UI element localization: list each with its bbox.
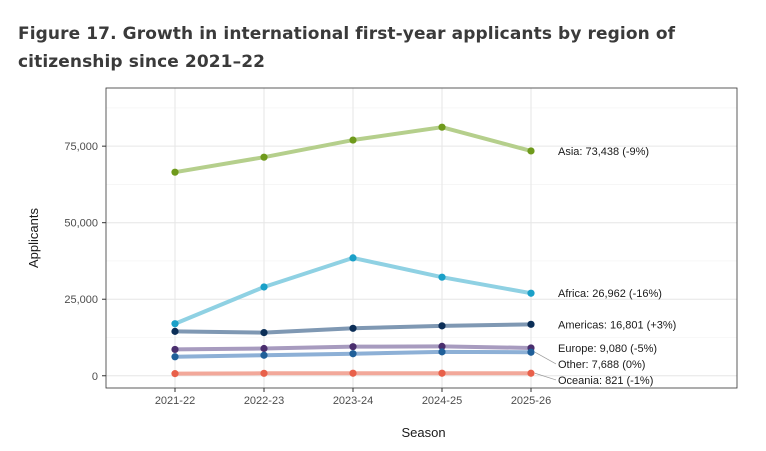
axis-layer: 0 25,000 50,000 75,000 2021-22 2022-23 2023-24… [26,87,738,440]
series-label-europe: Europe: 9,080 (-5%) [558,343,657,355]
data-point-other [527,348,535,356]
plot-panel [106,88,737,388]
series-label-americas: Americas: 16,801 (+3%) [558,319,676,331]
data-point-asia [260,153,268,161]
plot-border [105,87,738,389]
data-point-oceania [438,369,446,377]
data-point-africa [527,289,535,297]
y-tick-label: 25,000 [64,294,98,306]
data-point-africa [438,273,446,281]
data-point-oceania [527,369,535,377]
grid-layer [106,88,737,388]
data-point-oceania [349,369,357,377]
y-axis-title: Applicants [26,208,41,268]
data-point-americas [527,320,535,328]
x-tick-label: 2025-26 [511,395,551,407]
data-point-asia [349,136,357,144]
figure-title: Figure 17. Growth in international first… [18,24,676,72]
data-point-africa [171,320,179,328]
series-layer [171,123,535,378]
data-point-asia [527,147,535,155]
y-tick-label: 0 [92,371,98,383]
series-label-asia: Asia: 73,438 (-9%) [558,146,649,158]
x-tick-label: 2023-24 [333,395,373,407]
label-leader-oceania [534,372,557,381]
data-point-other [349,350,357,358]
data-point-other [260,351,268,359]
x-tick-label: 2022-23 [244,395,284,407]
label-layer: Asia: 73,438 (-9%) Africa: 26,962 (-16%) A… [534,146,676,387]
data-point-other [438,348,446,356]
y-tick-label: 75,000 [64,141,98,153]
series-label-oceania: Oceania: 821 (-1%) [558,375,653,387]
data-point-europe [438,342,446,350]
data-point-asia [171,168,179,176]
series-label-africa: Africa: 26,962 (-16%) [558,288,662,300]
x-tick-label: 2021-22 [155,395,195,407]
data-point-other [171,353,179,361]
series-label-other: Other: 7,688 (0%) [558,359,645,371]
data-point-americas [438,322,446,330]
y-tick-label: 50,000 [64,218,98,230]
data-point-europe [349,343,357,351]
data-point-americas [171,327,179,335]
label-leader-other [534,351,557,365]
data-point-oceania [260,369,268,377]
data-point-europe [260,344,268,353]
x-axis-title: Season [401,425,445,440]
data-point-africa [349,254,357,262]
data-point-africa [260,283,268,291]
data-point-americas [349,324,357,332]
data-point-americas [260,328,268,337]
data-point-oceania [171,370,179,378]
data-point-europe [171,345,179,354]
data-point-asia [438,123,446,131]
x-tick-label: 2024-25 [422,395,462,407]
